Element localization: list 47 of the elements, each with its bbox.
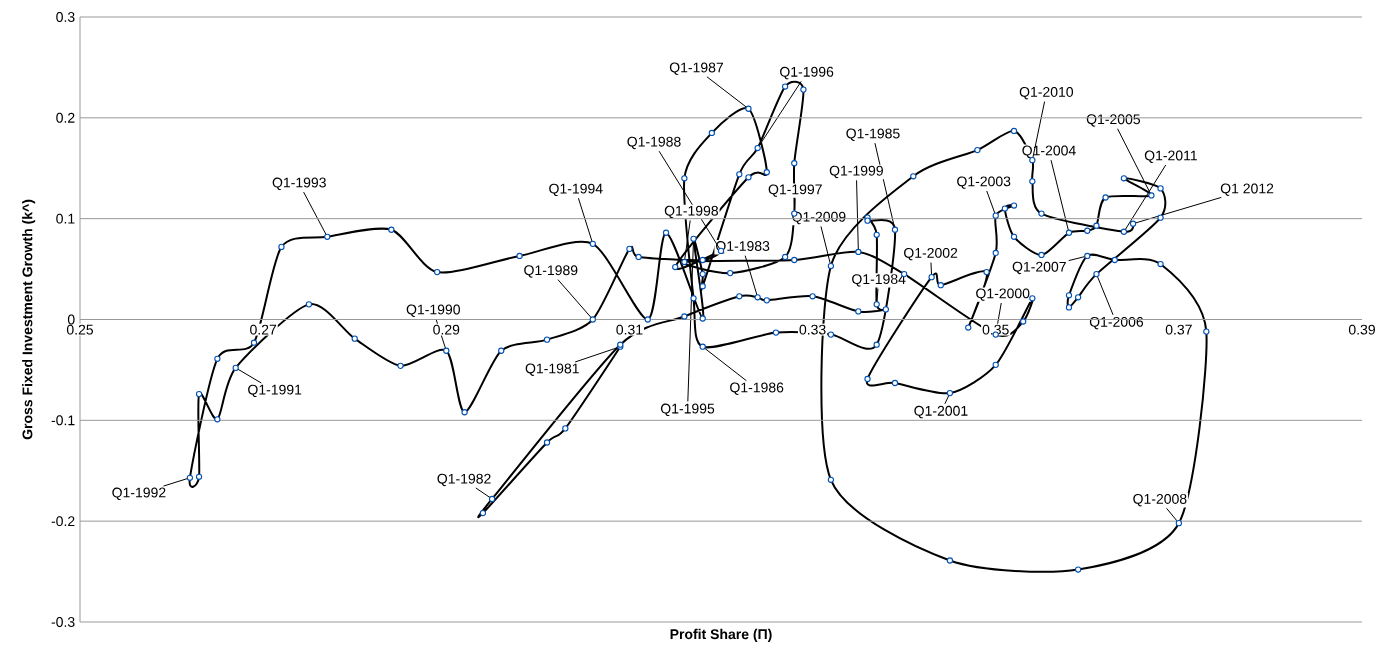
annotation: Q1-1992 — [112, 487, 166, 501]
x-tick-label: 0.37 — [1165, 324, 1192, 335]
annotation: Q1-1984 — [852, 274, 906, 287]
annotation: Q1-1994 — [549, 183, 603, 197]
x-tick-label: 0.33 — [799, 324, 826, 335]
annotation: Q1-1993 — [272, 177, 326, 191]
annotation: Q1-1986 — [730, 382, 784, 395]
annotation: Q1-1988 — [627, 136, 681, 150]
x-tick-label: 0.29 — [433, 324, 460, 335]
annotation: Q1-2010 — [1019, 86, 1074, 100]
annotation: Q1-2011 — [1144, 150, 1197, 163]
annotation: Q1-1982 — [437, 473, 491, 487]
y-tick-label: -0.2 — [51, 516, 75, 527]
annotation: Q1-1985 — [846, 128, 900, 141]
annotation: Q1-1981 — [525, 363, 579, 376]
y-tick-label: 0.2 — [56, 112, 75, 123]
annotation: Q1-1997 — [768, 184, 822, 197]
x-tick-label: 0.27 — [250, 324, 277, 335]
x-tick-label: 0.35 — [982, 324, 1009, 335]
annotation: Q1-2002 — [904, 247, 958, 261]
y-tick-label: 0.3 — [56, 12, 75, 22]
x-tick-label: 0.39 — [1348, 324, 1375, 335]
annotation: Q1-2008 — [1133, 493, 1187, 507]
annotation: Q1-2000 — [976, 288, 1030, 301]
y-tick-label: -0.1 — [51, 415, 75, 426]
annotation: Q1-1990 — [406, 304, 460, 317]
annotation: Q1-2001 — [914, 405, 968, 419]
annotation: Q1-2005 — [1086, 114, 1141, 127]
annotation: Q1-1998 — [664, 205, 719, 219]
annotation: Q1-1983 — [716, 241, 770, 254]
y-axis-title: Gross Fixed Investment Growth (k^) — [22, 199, 36, 440]
annotation: Q1-1996 — [780, 66, 834, 80]
y-tick-label: 0 — [67, 314, 75, 325]
x-tick-label: 0.31 — [616, 324, 643, 335]
annotation: Q1-1995 — [660, 403, 715, 417]
annotation: Q1-2007 — [1012, 261, 1066, 275]
annotation: Q1-2003 — [957, 176, 1011, 189]
annotation: Q1-1987 — [669, 62, 724, 75]
y-tick-label: 0.1 — [56, 213, 75, 224]
annotation: Q1 2012 — [1220, 183, 1274, 196]
y-tick-label: -0.3 — [51, 617, 75, 627]
annotation: Q1-1989 — [524, 265, 578, 278]
x-axis-title: Profit Share (Π) — [670, 628, 772, 642]
annotation: Q1-1999 — [829, 165, 883, 179]
annotation: Q1-1991 — [248, 384, 302, 398]
annotation: Q1-2009 — [792, 211, 846, 225]
x-tick-label: 0.25 — [66, 324, 94, 335]
